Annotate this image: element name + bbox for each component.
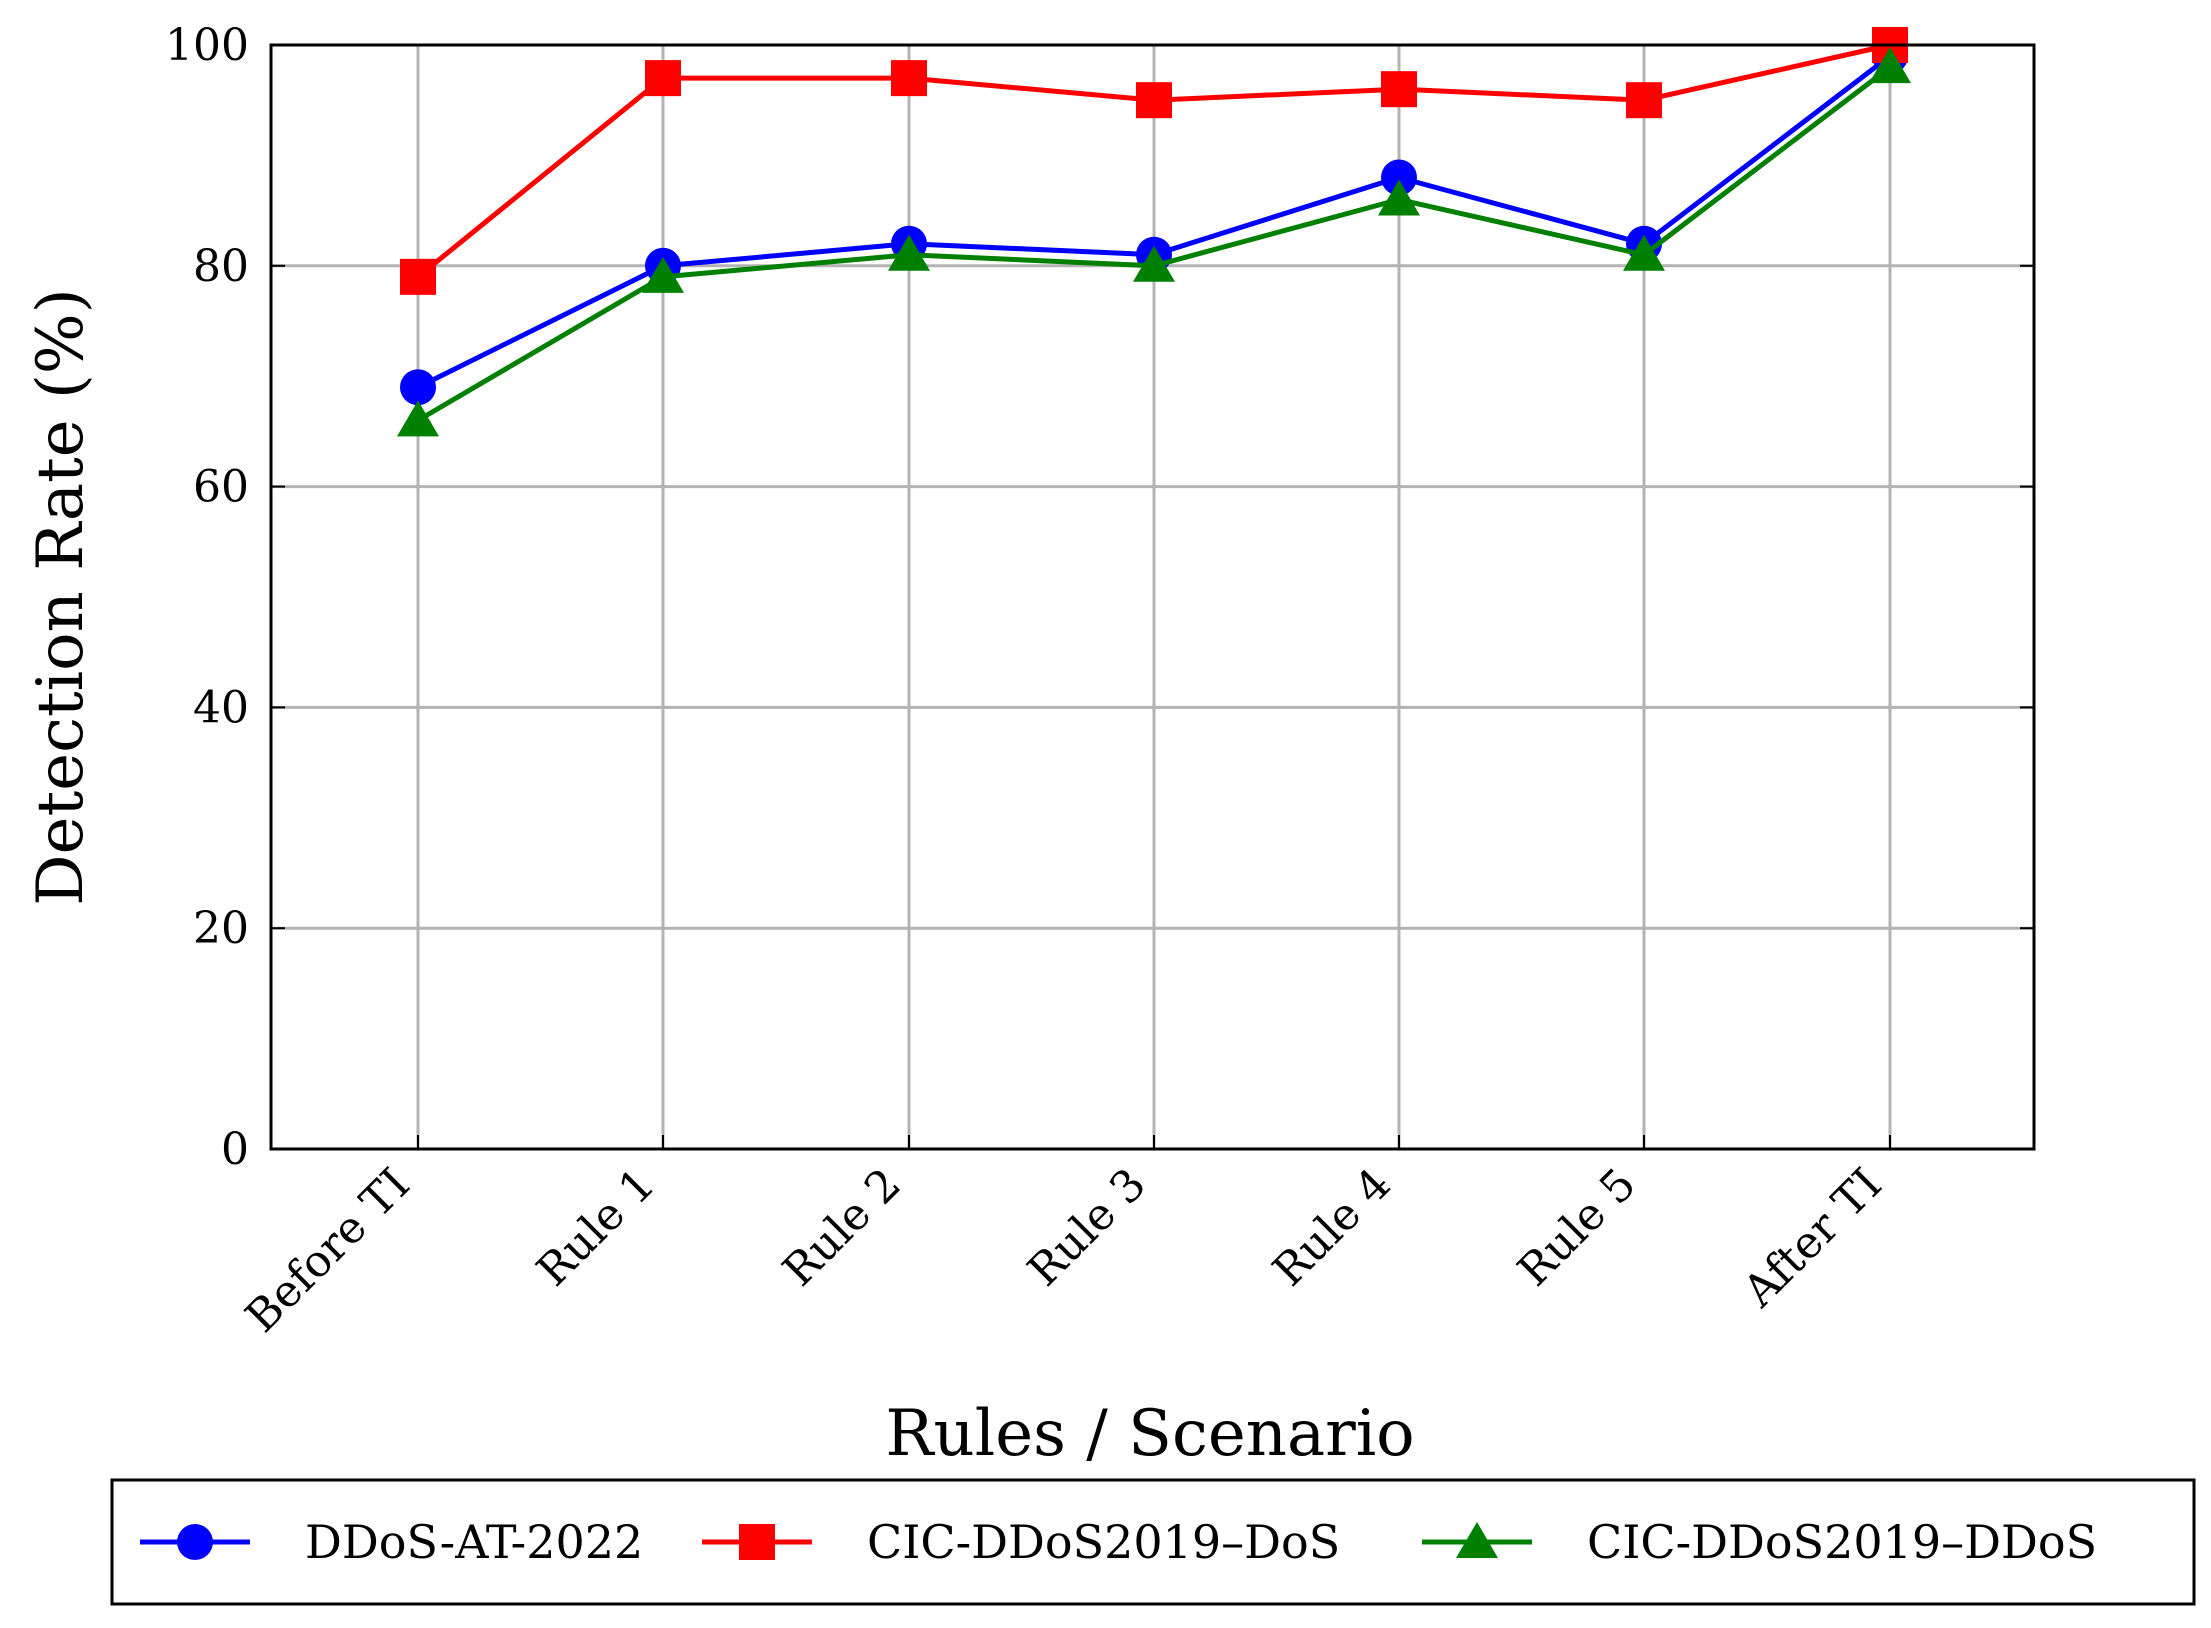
data-point	[400, 369, 436, 406]
y-tick-label: 80	[193, 241, 249, 292]
x-axis-ticks: Before TI Rule 1 Rule 2 Rule 3 Rule 4 Rule 5 A…	[236, 1135, 1892, 1343]
x-axis-title: Rules / Scenario	[885, 1397, 1414, 1471]
legend-label: DDoS-AT-2022	[305, 1515, 643, 1569]
series-2	[397, 47, 1911, 437]
x-tick-label: Rule 5	[1508, 1159, 1646, 1297]
data-point	[400, 258, 436, 295]
y-tick-label: 60	[193, 462, 249, 513]
grid	[271, 45, 2034, 1149]
x-tick-label: Before TI	[236, 1159, 420, 1343]
legend-box	[110, 1478, 2196, 1606]
legend-item: DDoS-AT-2022	[140, 1515, 643, 1569]
data-point	[1378, 179, 1420, 216]
x-tick-label: Rule 3	[1018, 1159, 1156, 1297]
data-point	[1381, 159, 1417, 196]
data-point	[1136, 82, 1172, 119]
data-point	[1626, 82, 1662, 119]
data-point	[1869, 47, 1911, 84]
data-point	[642, 256, 684, 293]
y-tick-label: 100	[165, 20, 249, 71]
legend-items: DDoS-AT-2022 CIC-DDoS2019–DoS CIC-DDoS2019…	[140, 1515, 2097, 1569]
y-tick-label: 20	[193, 903, 249, 954]
data-point	[1133, 245, 1175, 282]
series-1	[400, 27, 1908, 295]
legend-item: CIC-DDoS2019–DDoS	[1422, 1515, 2097, 1569]
y-axis-ticks: 0 20 40 60 80 100	[165, 20, 2034, 1175]
data-point	[645, 60, 681, 97]
legend-item: CIC-DDoS2019–DoS	[702, 1515, 1340, 1569]
legend-marker	[739, 1524, 775, 1560]
y-tick-label: 0	[221, 1124, 249, 1175]
data-point	[1623, 234, 1665, 271]
legend-label: CIC-DDoS2019–DoS	[867, 1515, 1340, 1569]
x-tick-label: Rule 4	[1263, 1159, 1401, 1297]
plot-frame	[269, 43, 2036, 1151]
data-point	[397, 400, 439, 437]
y-axis-title: Detection Rate (%)	[24, 288, 98, 905]
data-point	[888, 234, 930, 271]
data-point	[1381, 71, 1417, 108]
data-point	[891, 60, 927, 97]
y-tick-label: 40	[193, 682, 249, 733]
series-lines	[397, 27, 1911, 437]
legend-label: CIC-DDoS2019–DDoS	[1587, 1515, 2097, 1569]
x-tick-label: After TI	[1733, 1159, 1892, 1318]
x-tick-label: Rule 2	[773, 1159, 911, 1297]
legend: DDoS-AT-2022 CIC-DDoS2019–DoS CIC-DDoS2019…	[110, 1478, 2196, 1606]
x-tick-label: Rule 1	[527, 1159, 665, 1297]
legend-marker	[1456, 1522, 1498, 1558]
legend-marker	[177, 1524, 213, 1560]
